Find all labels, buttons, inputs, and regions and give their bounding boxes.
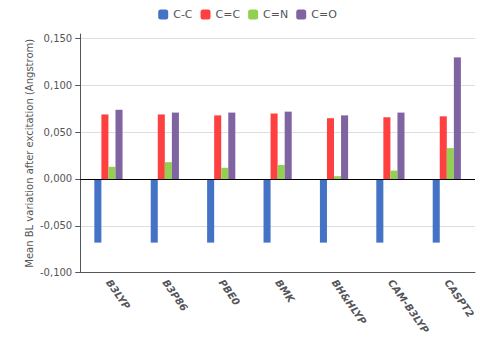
- svg-text:0,100: 0,100: [44, 80, 73, 91]
- svg-text:0,000: 0,000: [44, 173, 73, 184]
- svg-text:-0,050: -0,050: [40, 220, 72, 231]
- svg-text:B3P86: B3P86: [160, 277, 190, 313]
- svg-text:0,050: 0,050: [44, 127, 73, 138]
- svg-text:PBE0: PBE0: [217, 277, 243, 307]
- svg-text:BH&HLYP: BH&HLYP: [330, 277, 370, 327]
- svg-text:0,150: 0,150: [44, 33, 73, 44]
- svg-text:B3LYP: B3LYP: [104, 277, 133, 312]
- svg-text:Mean BL variation after excita: Mean BL variation after excitation (Angs…: [24, 39, 35, 268]
- svg-text:C=C: C=C: [216, 8, 241, 21]
- svg-text:-0,100: -0,100: [40, 267, 72, 278]
- svg-text:CAM-B3LYP: CAM-B3LYP: [386, 277, 432, 336]
- svg-text:C=N: C=N: [263, 8, 288, 21]
- svg-text:C-C: C-C: [173, 8, 193, 21]
- svg-text:CASPT2: CASPT2: [442, 277, 476, 319]
- svg-text:BMK: BMK: [273, 277, 297, 305]
- svg-text:C=O: C=O: [311, 8, 337, 21]
